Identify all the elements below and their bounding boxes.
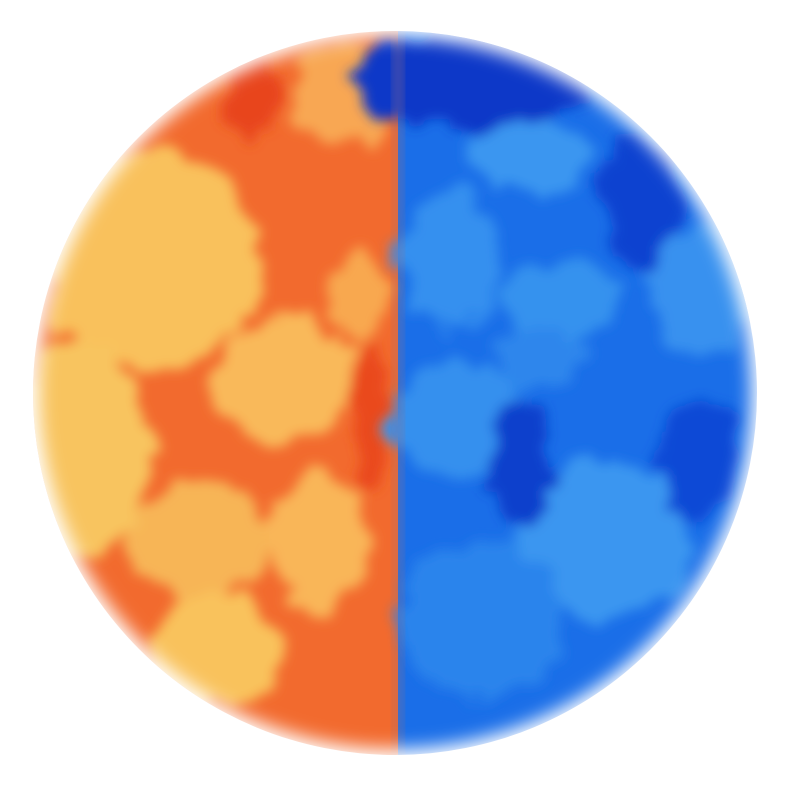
seam [392,31,404,755]
orange-blobs [33,40,390,710]
blue-blobs [350,31,755,700]
